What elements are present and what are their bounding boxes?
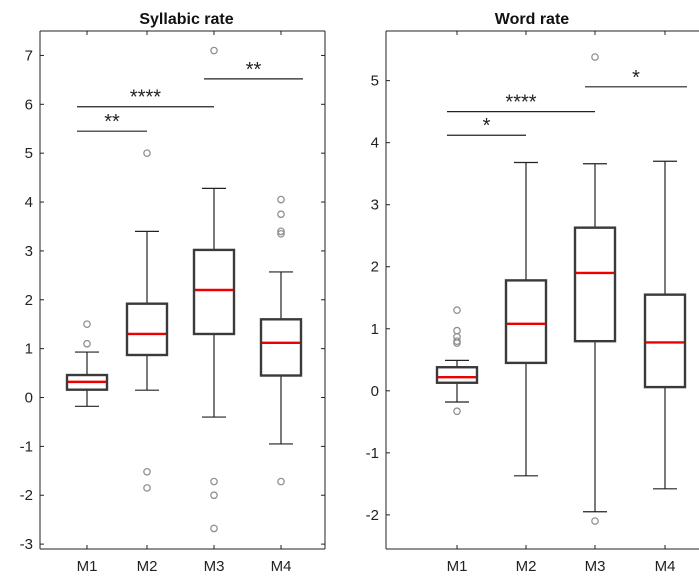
outlier-point xyxy=(143,484,151,492)
outlier-point xyxy=(277,210,285,219)
outlier-point xyxy=(277,477,285,486)
significance-label: **** xyxy=(505,92,536,114)
outlier-point xyxy=(210,524,218,533)
iqr-box xyxy=(125,302,169,357)
outlier-point xyxy=(277,227,285,236)
chart-title: Word rate xyxy=(495,11,569,28)
box-m1 xyxy=(435,306,479,416)
y-tick-label: 0 xyxy=(25,390,33,407)
iqr-box xyxy=(643,293,687,389)
box-m3 xyxy=(573,53,617,525)
outlier-point xyxy=(277,195,285,204)
y-tick-label: 5 xyxy=(25,145,33,162)
y-tick-label: 1 xyxy=(25,341,33,358)
iqr-box xyxy=(435,366,479,384)
box-m4 xyxy=(259,195,303,486)
iqr-box xyxy=(573,226,617,343)
outlier-point xyxy=(591,517,599,525)
significance-label: * xyxy=(632,67,640,89)
outlier-point xyxy=(210,491,218,500)
outlier-point xyxy=(210,477,218,486)
iqr-box xyxy=(65,373,109,391)
y-tick-label: -2 xyxy=(20,487,33,504)
y-tick-label: 0 xyxy=(371,383,379,400)
box-m2 xyxy=(125,149,169,492)
chart-title: Syllabic rate xyxy=(139,11,233,28)
significance-label: **** xyxy=(130,87,161,109)
y-tick-label: -1 xyxy=(20,438,33,455)
outlier-point xyxy=(83,320,91,329)
box-m4 xyxy=(643,160,687,490)
box-m2 xyxy=(504,161,548,477)
outlier-point xyxy=(143,149,151,158)
y-tick-label: 4 xyxy=(371,135,379,152)
iqr-box xyxy=(504,279,548,365)
x-tick-label: M1 xyxy=(447,558,468,575)
iqr-box xyxy=(192,248,236,336)
outlier-point xyxy=(83,339,91,348)
x-tick-label: M1 xyxy=(77,558,98,575)
y-tick-label: 4 xyxy=(25,194,33,211)
significance-label: * xyxy=(483,115,491,137)
y-tick-label: 1 xyxy=(371,321,379,338)
outlier-point xyxy=(277,229,285,238)
box-m1 xyxy=(65,320,109,407)
outlier-point xyxy=(453,407,461,416)
outlier-point xyxy=(143,467,151,476)
box-m3 xyxy=(192,46,236,533)
x-tick-label: M2 xyxy=(137,558,158,575)
x-tick-label: M2 xyxy=(516,558,537,575)
y-tick-label: -1 xyxy=(366,445,379,462)
outlier-point xyxy=(591,53,599,61)
y-tick-label: 3 xyxy=(371,197,379,214)
iqr-box xyxy=(259,318,303,377)
x-tick-label: M4 xyxy=(655,558,676,575)
y-tick-label: 6 xyxy=(25,96,33,113)
x-tick-label: M3 xyxy=(585,558,606,575)
outlier-point xyxy=(453,339,461,347)
outlier-point xyxy=(453,306,461,315)
x-tick-label: M3 xyxy=(204,558,225,575)
y-tick-label: 7 xyxy=(25,47,33,64)
y-tick-label: 2 xyxy=(25,292,33,309)
outlier-point xyxy=(210,46,218,55)
y-tick-label: -2 xyxy=(366,507,379,524)
outlier-point xyxy=(453,326,461,335)
x-tick-label: M4 xyxy=(271,558,292,575)
y-tick-label: 5 xyxy=(371,73,379,90)
y-tick-label: -3 xyxy=(20,536,33,553)
y-tick-label: 2 xyxy=(371,259,379,276)
significance-label: ** xyxy=(104,111,120,133)
y-tick-label: 3 xyxy=(25,243,33,260)
significance-label: ** xyxy=(246,59,262,81)
